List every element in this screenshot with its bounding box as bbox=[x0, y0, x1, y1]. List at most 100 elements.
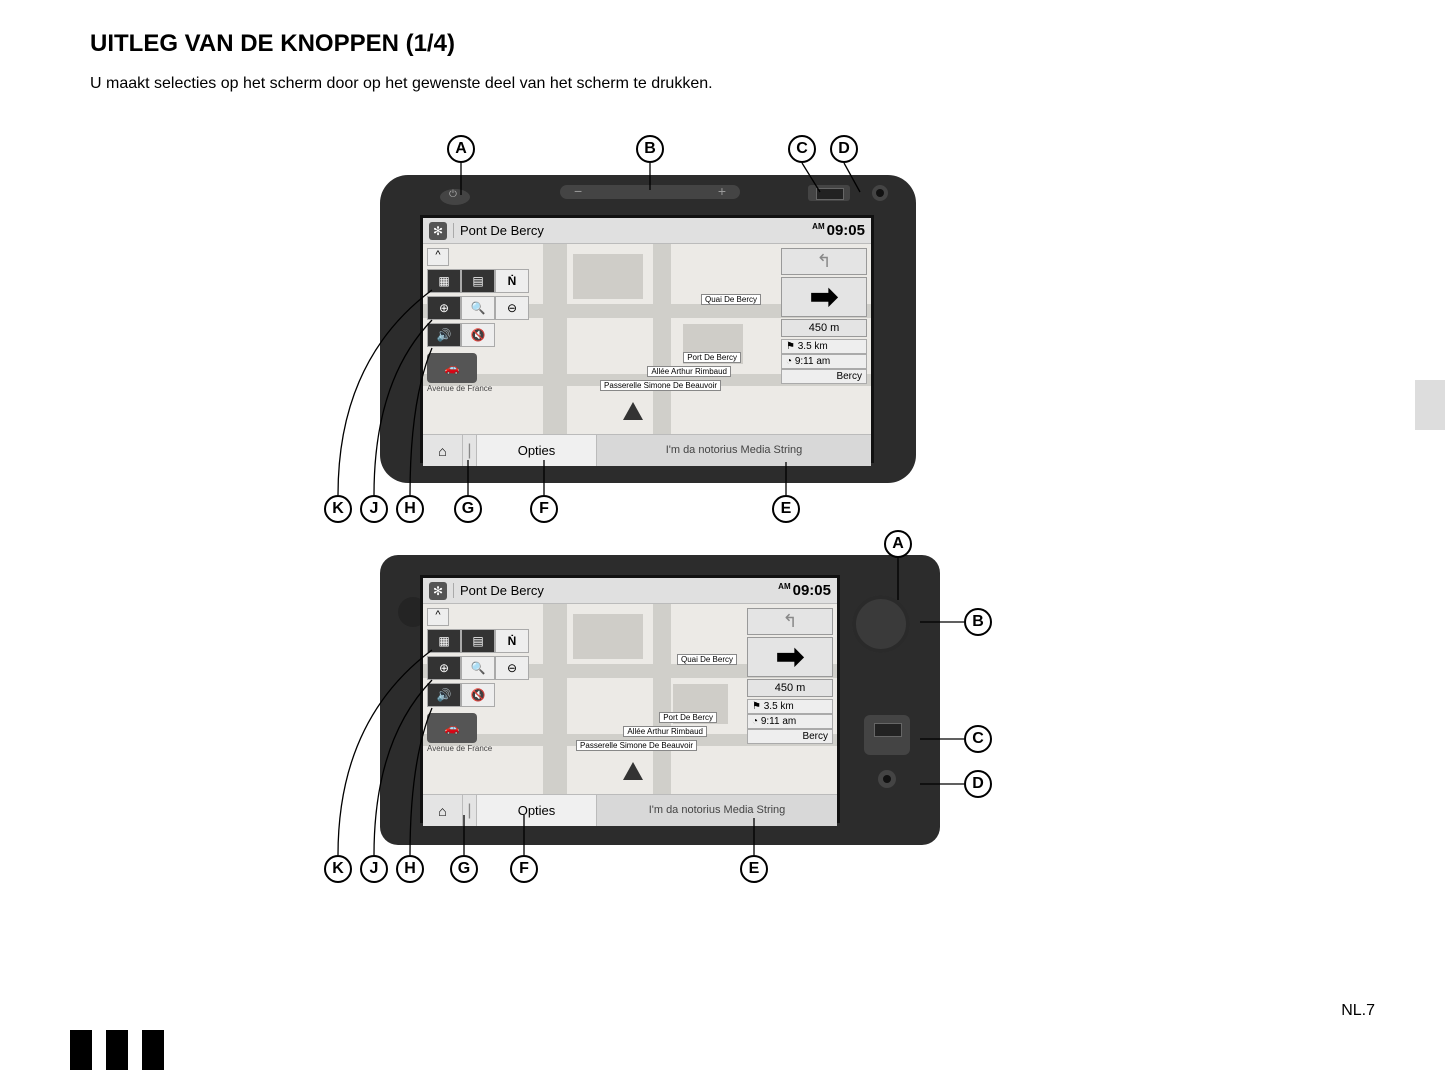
next-turn-icon-2: ➡ bbox=[747, 637, 833, 677]
remaining-distance: ⚑ 3.5 km bbox=[781, 339, 867, 354]
top-bar: ✻ Pont De Bercy AM09:05 bbox=[423, 218, 871, 244]
callout-C: C bbox=[788, 135, 816, 163]
callout-E: E bbox=[772, 495, 800, 523]
eta-2: ◔ 9:11 am bbox=[747, 714, 833, 729]
clock-2: AM09:05 bbox=[778, 582, 831, 599]
map-label-allee: Allée Arthur Rimbaud bbox=[647, 366, 731, 377]
separator-2: | bbox=[463, 795, 477, 826]
callout-B: B bbox=[636, 135, 664, 163]
remaining-distance-2: ⚑ 3.5 km bbox=[747, 699, 833, 714]
vehicle-position-icon bbox=[623, 402, 643, 420]
callout-K2: K bbox=[324, 855, 352, 883]
leader-lines bbox=[0, 0, 1445, 1070]
callout-F: F bbox=[530, 495, 558, 523]
callout-A: A bbox=[447, 135, 475, 163]
callout-D2: D bbox=[964, 770, 992, 798]
map-label-quai-2: Quai De Bercy bbox=[677, 654, 737, 665]
view-2d-icon[interactable]: ▤ bbox=[461, 269, 495, 293]
screen-top[interactable]: ✻ Pont De Bercy AM09:05 Quai De Bercy Po… bbox=[420, 215, 874, 463]
callout-E2: E bbox=[740, 855, 768, 883]
map-area-2[interactable]: Quai De Bercy Port De Bercy Allée Arthur… bbox=[423, 604, 837, 794]
eta: ◔ 9:11 am bbox=[781, 354, 867, 369]
north-up-icon-2[interactable]: Ṅ bbox=[495, 629, 529, 653]
zoom-icon-2[interactable]: 🔍 bbox=[461, 656, 495, 680]
view-3d-icon[interactable]: ▦ bbox=[427, 269, 461, 293]
turn-distance-2: 450 m bbox=[747, 679, 833, 697]
power-button[interactable] bbox=[440, 189, 470, 205]
destination-2: Bercy bbox=[747, 729, 833, 744]
collapse-icon[interactable]: ^ bbox=[427, 248, 449, 266]
zoom-in-icon-2[interactable]: ⊕ bbox=[427, 656, 461, 680]
options-button[interactable]: Opties bbox=[477, 435, 597, 466]
turn-panel: ↰ ➡ 450 m ⚑ 3.5 km ◔ 9:11 am Bercy bbox=[781, 248, 867, 384]
mute-icon[interactable]: 🔇 bbox=[461, 323, 495, 347]
current-location-2: Pont De Bercy bbox=[453, 583, 778, 598]
map-tools: ^ ▦ ▤ Ṅ ⊕ 🔍 ⊖ 🔊 🔇 🚗 Avenue de France bbox=[427, 248, 537, 393]
audio-jack[interactable] bbox=[872, 185, 888, 201]
barcode-marks bbox=[70, 1030, 164, 1070]
destination: Bercy bbox=[781, 369, 867, 384]
sound-on-icon[interactable]: 🔊 bbox=[427, 323, 461, 347]
collapse-icon-2[interactable]: ^ bbox=[427, 608, 449, 626]
rotary-dial[interactable] bbox=[852, 595, 910, 653]
scale-label-2: Avenue de France bbox=[427, 744, 537, 753]
device-top: ✻ Pont De Bercy AM09:05 Quai De Bercy Po… bbox=[380, 175, 916, 483]
callout-K: K bbox=[324, 495, 352, 523]
vehicle-position-icon-2 bbox=[623, 762, 643, 780]
turn-panel-2: ↰ ➡ 450 m ⚑ 3.5 km ◔ 9:11 am Bercy bbox=[747, 608, 833, 744]
map-label-port: Port De Bercy bbox=[683, 352, 741, 363]
side-tab bbox=[1415, 380, 1445, 430]
screen-bottom[interactable]: ✻ Pont De Bercy AM09:05 Quai De Bercy Po… bbox=[420, 575, 840, 823]
scale-label: Avenue de France bbox=[427, 384, 537, 393]
map-label-pass-2: Passerelle Simone De Beauvoir bbox=[576, 740, 697, 751]
media-string-2[interactable]: I'm da notorius Media String bbox=[597, 795, 837, 826]
callout-A2: A bbox=[884, 530, 912, 558]
north-up-icon[interactable]: Ṅ bbox=[495, 269, 529, 293]
home-button[interactable]: ⌂ bbox=[423, 435, 463, 466]
view-2d-icon-2[interactable]: ▤ bbox=[461, 629, 495, 653]
turn-distance: 450 m bbox=[781, 319, 867, 337]
callout-J2: J bbox=[360, 855, 388, 883]
callout-J: J bbox=[360, 495, 388, 523]
zoom-icon[interactable]: 🔍 bbox=[461, 296, 495, 320]
next-turn-icon: ➡ bbox=[781, 277, 867, 317]
prev-turn-icon-2: ↰ bbox=[747, 608, 833, 635]
map-label-allee-2: Allée Arthur Rimbaud bbox=[623, 726, 707, 737]
callout-H2: H bbox=[396, 855, 424, 883]
zoom-in-icon[interactable]: ⊕ bbox=[427, 296, 461, 320]
top-bar-2: ✻ Pont De Bercy AM09:05 bbox=[423, 578, 837, 604]
map-label-pass: Passerelle Simone De Beauvoir bbox=[600, 380, 721, 391]
callout-B2: B bbox=[964, 608, 992, 636]
page-title: UITLEG VAN DE KNOPPEN (1/4) bbox=[90, 30, 455, 58]
usb-port-2[interactable] bbox=[864, 715, 910, 755]
zoom-out-icon-2[interactable]: ⊖ bbox=[495, 656, 529, 680]
clock: AM09:05 bbox=[812, 222, 865, 239]
current-location: Pont De Bercy bbox=[453, 223, 812, 238]
callout-G: G bbox=[454, 495, 482, 523]
settings-icon-2[interactable]: ✻ bbox=[429, 582, 447, 600]
prev-turn-icon: ↰ bbox=[781, 248, 867, 275]
sound-on-icon-2[interactable]: 🔊 bbox=[427, 683, 461, 707]
audio-jack-2[interactable] bbox=[878, 770, 896, 788]
zoom-out-icon[interactable]: ⊖ bbox=[495, 296, 529, 320]
home-button-2[interactable]: ⌂ bbox=[423, 795, 463, 826]
usb-port[interactable] bbox=[808, 185, 850, 201]
options-button-2[interactable]: Opties bbox=[477, 795, 597, 826]
map-label-quai: Quai De Bercy bbox=[701, 294, 761, 305]
settings-icon[interactable]: ✻ bbox=[429, 222, 447, 240]
bottom-bar: ⌂ | Opties I'm da notorius Media String bbox=[423, 434, 871, 466]
page-subtitle: U maakt selecties op het scherm door op … bbox=[90, 75, 713, 93]
mute-icon-2[interactable]: 🔇 bbox=[461, 683, 495, 707]
view-3d-icon-2[interactable]: ▦ bbox=[427, 629, 461, 653]
bottom-bar-2: ⌂ | Opties I'm da notorius Media String bbox=[423, 794, 837, 826]
traffic-icon[interactable]: 🚗 bbox=[427, 353, 477, 383]
media-string[interactable]: I'm da notorius Media String bbox=[597, 435, 871, 466]
callout-C2: C bbox=[964, 725, 992, 753]
callout-F2: F bbox=[510, 855, 538, 883]
volume-rocker[interactable] bbox=[560, 185, 740, 199]
traffic-icon-2[interactable]: 🚗 bbox=[427, 713, 477, 743]
callout-H: H bbox=[396, 495, 424, 523]
map-area[interactable]: Quai De Bercy Port De Bercy Allée Arthur… bbox=[423, 244, 871, 434]
callout-G2: G bbox=[450, 855, 478, 883]
map-label-port-2: Port De Bercy bbox=[659, 712, 717, 723]
